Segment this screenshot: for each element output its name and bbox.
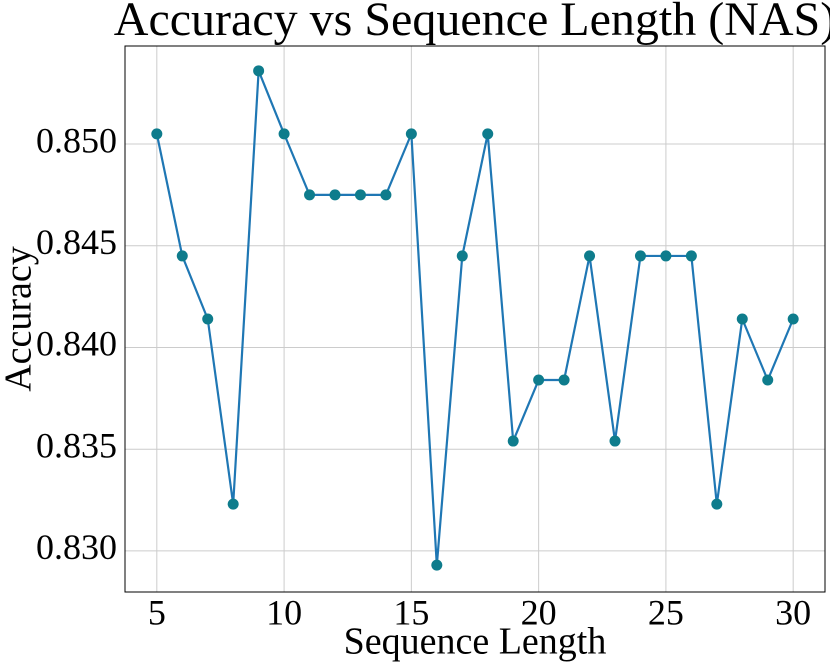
data-point	[660, 250, 672, 262]
data-point	[762, 374, 774, 386]
plot-frame	[124, 45, 826, 593]
y-tick-label: 0.850	[36, 120, 117, 160]
y-tick-label: 0.835	[36, 425, 117, 465]
data-point	[736, 313, 748, 325]
data-point	[584, 250, 596, 262]
data-point	[151, 128, 163, 140]
data-point	[202, 313, 214, 325]
y-tick-label: 0.840	[36, 324, 117, 364]
data-point	[507, 435, 519, 447]
data-point	[482, 128, 494, 140]
y-tick-label: 0.845	[36, 222, 117, 262]
x-tick-label: 15	[393, 592, 429, 632]
y-tick-label: 0.830	[36, 527, 117, 567]
x-tick-label: 25	[648, 592, 684, 632]
x-axis-label: Sequence Length	[344, 621, 607, 663]
data-point	[405, 128, 417, 140]
x-tick-label: 20	[521, 592, 557, 632]
data-point	[329, 189, 341, 201]
x-tick-label: 30	[775, 592, 811, 632]
data-point	[711, 498, 723, 510]
data-point	[558, 374, 570, 386]
x-tick-label: 10	[266, 592, 302, 632]
data-point	[787, 313, 799, 325]
data-point	[456, 250, 468, 262]
data-point	[253, 65, 265, 77]
y-axis-label: Accuracy	[0, 246, 40, 392]
chart-title: Accuracy vs Sequence Length (NAS)	[114, 0, 830, 46]
data-point	[431, 559, 443, 571]
data-line	[155, 70, 795, 566]
data-point	[304, 189, 316, 201]
data-point	[380, 189, 392, 201]
x-tick-label: 5	[148, 592, 166, 632]
data-point	[278, 128, 290, 140]
data-point	[176, 250, 188, 262]
data-point	[609, 435, 621, 447]
data-point	[227, 498, 239, 510]
data-point	[533, 374, 545, 386]
data-point	[685, 250, 697, 262]
data-point	[634, 250, 646, 262]
data-point	[354, 189, 366, 201]
